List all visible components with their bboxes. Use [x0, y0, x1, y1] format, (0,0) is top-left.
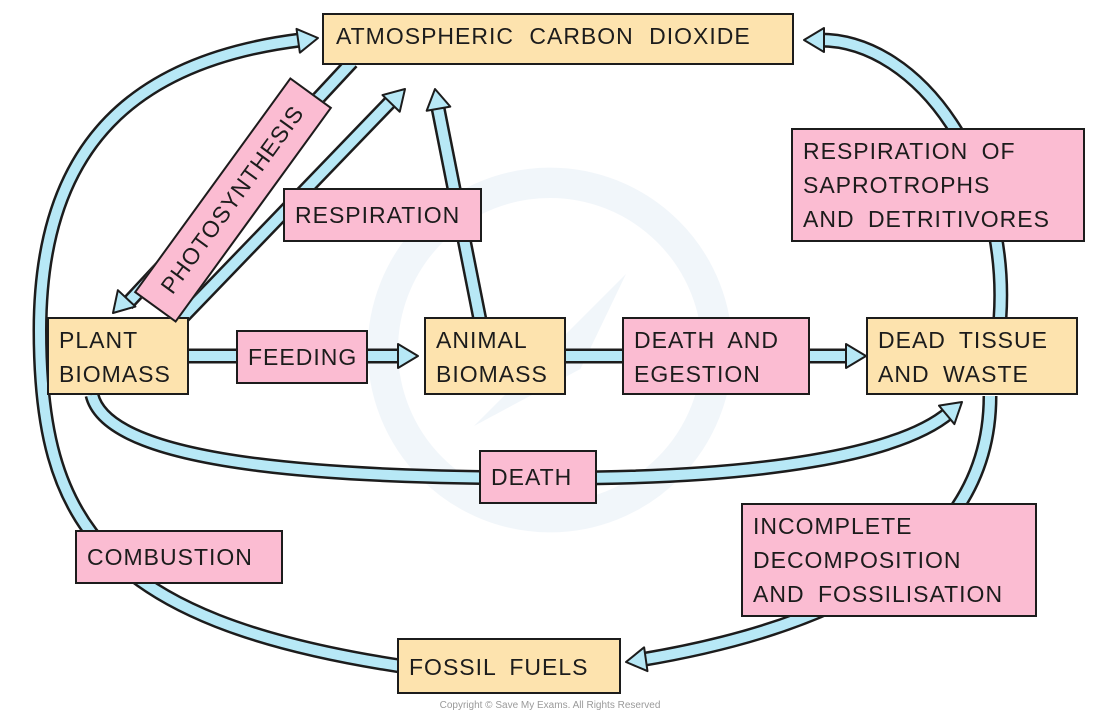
dead-tissue-waste-box: DEAD TISSUE AND WASTE: [866, 317, 1078, 395]
animal-biomass-box: ANIMAL BIOMASS: [424, 317, 566, 395]
plant-biomass-box: PLANT BIOMASS: [47, 317, 189, 395]
respiration-of-saprotrophs-label: RESPIRATION OF SAPROTROPHS AND DETRITIVO…: [791, 128, 1085, 242]
arrow-fossil-to-atmosphere: [32, 27, 402, 674]
combustion-label: COMBUSTION: [75, 530, 283, 584]
atmospheric-co2-box: ATMOSPHERIC CARBON DIOXIDE: [322, 13, 794, 65]
incomplete-decomposition-label: INCOMPLETE DECOMPOSITION AND FOSSILISATI…: [741, 503, 1037, 617]
copyright-notice: Copyright © Save My Exams. All Rights Re…: [439, 700, 661, 711]
death-and-egestion-label: DEATH AND EGESTION: [622, 317, 810, 395]
arrow-dead-to-atmosphere: [803, 27, 1009, 319]
fossil-fuels-box: FOSSIL FUELS: [397, 638, 621, 694]
feeding-label: FEEDING: [236, 330, 368, 384]
death-label: DEATH: [479, 450, 597, 504]
respiration-label: RESPIRATION: [283, 188, 482, 242]
